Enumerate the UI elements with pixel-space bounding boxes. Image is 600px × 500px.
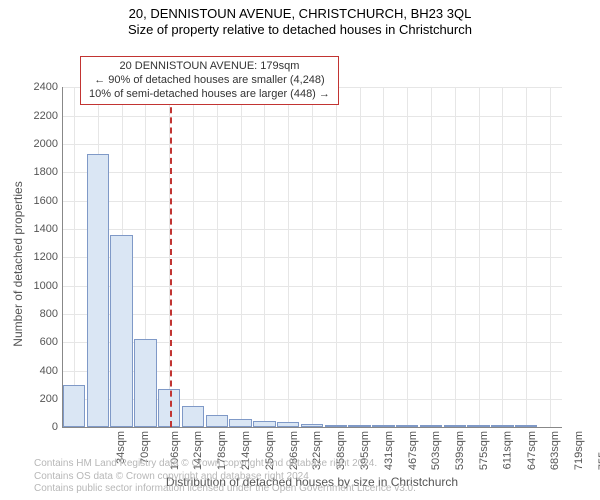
xtick-label: 647sqm xyxy=(526,427,538,470)
plot-area: 0200400600800100012001400160018002000220… xyxy=(62,87,562,427)
histogram-bar xyxy=(229,419,251,428)
xtick-label: 503sqm xyxy=(431,427,443,470)
xtick-label: 611sqm xyxy=(501,427,513,469)
ytick-label: 1200 xyxy=(34,251,62,263)
title-address: 20, DENNISTOUN AVENUE, CHRISTCHURCH, BH2… xyxy=(0,0,600,22)
gridline-v xyxy=(241,87,242,427)
gridline-v xyxy=(383,87,384,427)
histogram-bar xyxy=(87,154,109,427)
histogram-bar xyxy=(182,406,204,427)
xtick-label: 683sqm xyxy=(550,427,562,470)
title-subtitle: Size of property relative to detached ho… xyxy=(0,22,600,38)
gridline-v xyxy=(479,87,480,427)
gridline-v xyxy=(217,87,218,427)
ytick-label: 1400 xyxy=(34,223,62,235)
footer-line-1: Contains HM Land Registry data © Crown c… xyxy=(34,458,416,471)
ytick-label: 2400 xyxy=(34,81,62,93)
ytick-label: 2200 xyxy=(34,110,62,122)
y-axis-line xyxy=(62,87,63,427)
annotation-line-1: 20 DENNISTOUN AVENUE: 179sqm xyxy=(89,60,330,74)
ytick-label: 400 xyxy=(40,365,62,377)
annotation-line-3: 10% of semi-detached houses are larger (… xyxy=(89,88,330,102)
footer-line-3: Contains public sector information licen… xyxy=(34,483,416,496)
ytick-label: 200 xyxy=(40,393,62,405)
xtick-label: 719sqm xyxy=(573,427,585,470)
ytick-label: 800 xyxy=(40,308,62,320)
ytick-label: 1800 xyxy=(34,166,62,178)
footer-attribution: Contains HM Land Registry data © Crown c… xyxy=(34,458,416,496)
gridline-v xyxy=(264,87,265,427)
ytick-label: 600 xyxy=(40,336,62,348)
ytick-label: 0 xyxy=(52,421,62,433)
histogram-bar xyxy=(63,385,85,428)
histogram-bar xyxy=(110,235,132,428)
ytick-label: 1600 xyxy=(34,195,62,207)
histogram-bar xyxy=(134,339,156,427)
annotation-line-2: ← 90% of detached houses are smaller (4,… xyxy=(89,74,330,88)
annotation-box: 20 DENNISTOUN AVENUE: 179sqm ← 90% of de… xyxy=(80,56,339,105)
reference-line xyxy=(170,87,172,427)
footer-line-2: Contains OS data © Crown copyright and d… xyxy=(34,471,416,484)
gridline-v xyxy=(74,87,75,427)
gridline-v xyxy=(407,87,408,427)
gridline-v xyxy=(360,87,361,427)
gridline-v xyxy=(502,87,503,427)
gridline-v xyxy=(526,87,527,427)
gridline-v xyxy=(431,87,432,427)
histogram-bar xyxy=(206,415,228,427)
y-axis-label: Number of detached properties xyxy=(11,94,25,434)
gridline-v xyxy=(312,87,313,427)
gridline-v xyxy=(550,87,551,427)
x-axis-line xyxy=(62,427,562,428)
xtick-label: 539sqm xyxy=(454,427,466,470)
ytick-label: 1000 xyxy=(34,280,62,292)
gridline-v xyxy=(455,87,456,427)
xtick-label: 575sqm xyxy=(478,427,490,470)
gridline-v xyxy=(288,87,289,427)
ytick-label: 2000 xyxy=(34,138,62,150)
gridline-v xyxy=(336,87,337,427)
gridline-v xyxy=(193,87,194,427)
